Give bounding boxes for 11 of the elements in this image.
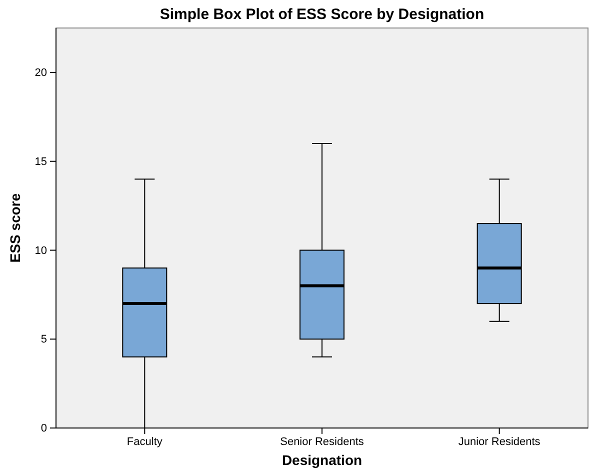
y-tick-label: 15 xyxy=(34,156,47,168)
y-tick-label: 5 xyxy=(40,334,47,346)
y-tick-label: 0 xyxy=(40,422,47,435)
x-tick-label: Senior Residents xyxy=(280,436,364,448)
x-tick-label: Faculty xyxy=(126,436,163,448)
x-axis-title: Designation xyxy=(282,452,362,468)
y-tick-label: 20 xyxy=(34,66,47,79)
x-tick-label: Junior Residents xyxy=(458,436,541,448)
y-axis-title: ESS score xyxy=(7,193,23,263)
chart-title: Simple Box Plot of ESS Score by Designation xyxy=(160,6,484,23)
y-tick-label: 10 xyxy=(34,244,47,257)
